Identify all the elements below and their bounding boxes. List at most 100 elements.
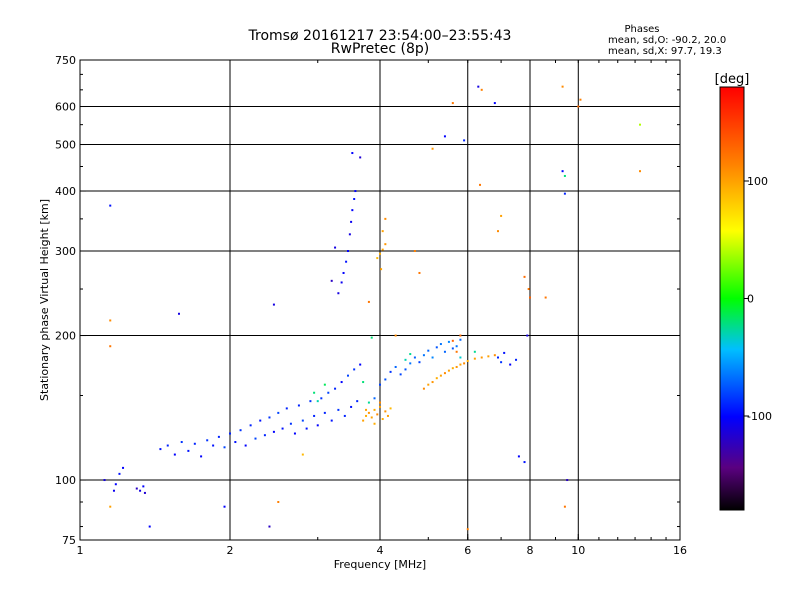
data-point: [404, 358, 407, 361]
data-point: [544, 296, 547, 299]
data-point: [249, 424, 252, 427]
x-tick-label: 4: [377, 544, 384, 557]
data-point: [342, 271, 345, 274]
data-point: [305, 427, 308, 430]
data-point: [143, 491, 146, 494]
data-point: [365, 414, 368, 417]
grid: [80, 60, 680, 540]
data-point: [579, 98, 582, 101]
data-point: [289, 422, 292, 425]
data-point: [455, 345, 458, 348]
data-point: [370, 416, 373, 419]
data-points: [103, 85, 642, 531]
data-point: [323, 411, 326, 414]
data-point: [285, 407, 288, 410]
data-point: [500, 214, 503, 217]
phase-box-line-o: mean, sd,O: -90.2, 20.0: [608, 35, 726, 46]
x-tick-label: 6: [464, 544, 471, 557]
data-point: [527, 288, 530, 291]
data-point: [323, 383, 326, 386]
data-point: [463, 139, 466, 142]
data-point: [409, 353, 412, 356]
data-point: [455, 350, 458, 353]
data-point: [404, 368, 407, 371]
data-point: [526, 334, 529, 337]
data-point: [431, 147, 434, 150]
data-point: [418, 361, 421, 364]
data-point: [443, 135, 446, 138]
data-point: [353, 368, 356, 371]
data-point: [103, 479, 106, 482]
y-tick-label: 100: [55, 474, 76, 487]
data-point: [389, 370, 392, 373]
data-point: [394, 365, 397, 368]
data-point: [517, 455, 520, 458]
data-point: [200, 455, 203, 458]
colorbar: [719, 86, 745, 511]
data-point: [217, 435, 220, 438]
data-point: [348, 233, 351, 236]
data-point: [381, 230, 384, 233]
data-point: [263, 434, 266, 437]
data-point: [122, 466, 125, 469]
data-point: [351, 152, 354, 155]
data-point: [139, 489, 142, 492]
y-tick-label: 75: [62, 534, 76, 547]
data-point: [173, 453, 176, 456]
data-point: [496, 356, 499, 359]
data-point: [563, 192, 566, 195]
colorbar-label: [deg]: [715, 72, 750, 87]
data-point: [327, 391, 330, 394]
data-point: [459, 338, 462, 341]
data-point: [316, 400, 319, 403]
data-point: [354, 190, 357, 193]
data-point: [254, 437, 257, 440]
data-point: [272, 303, 275, 306]
data-point: [451, 367, 454, 370]
y-tick-label: 200: [55, 330, 76, 343]
y-tick-label: 300: [55, 245, 76, 258]
data-point: [459, 363, 462, 366]
data-point: [431, 356, 434, 359]
colorbar-tick-label: 0: [747, 293, 754, 306]
data-point: [443, 372, 446, 375]
x-tick-label: 2: [227, 544, 234, 557]
data-point: [159, 448, 162, 451]
y-tick-label: 500: [55, 139, 76, 152]
data-point: [389, 407, 392, 410]
data-point: [435, 377, 438, 380]
data-point: [477, 85, 480, 88]
data-point: [109, 345, 112, 348]
data-point: [362, 419, 365, 422]
data-point: [301, 419, 304, 422]
data-point: [166, 444, 169, 447]
data-point: [293, 432, 296, 435]
data-point: [330, 419, 333, 422]
data-point: [493, 102, 496, 105]
data-point: [142, 485, 145, 488]
y-tick-label: 750: [55, 54, 76, 67]
data-point: [135, 487, 138, 490]
data-point: [523, 461, 526, 464]
y-tick-label: 400: [55, 185, 76, 198]
data-point: [384, 217, 387, 220]
data-point: [447, 369, 450, 372]
data-point: [379, 252, 381, 255]
colorbar-tick-label: -100: [747, 410, 772, 423]
data-point: [109, 505, 112, 508]
data-point: [409, 362, 412, 365]
data-point: [313, 414, 316, 417]
data-point: [479, 183, 482, 186]
data-point: [334, 387, 337, 390]
chart-subtitle: RwPretec (8p): [331, 41, 429, 57]
data-point: [529, 296, 531, 299]
data-point: [187, 449, 190, 452]
x-axis: 1 2 4 6 8 10 16: [77, 60, 687, 557]
data-point: [109, 319, 112, 322]
data-point: [365, 408, 368, 411]
data-point: [379, 401, 381, 404]
colorbar-ticks: -100 0 100: [744, 175, 772, 423]
data-point: [212, 444, 215, 447]
x-tick-label: 1: [77, 544, 84, 557]
